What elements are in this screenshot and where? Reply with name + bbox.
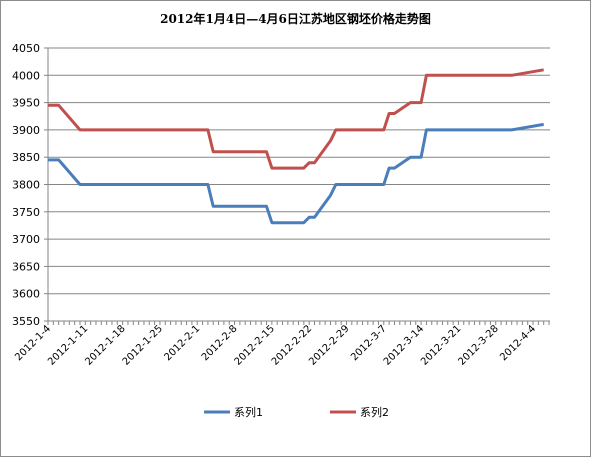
y-tick-label: 3900 (12, 124, 40, 137)
y-tick-label: 4000 (12, 69, 40, 82)
x-tick-label: 2012-3-28 (456, 323, 500, 367)
y-axis-ticks: 3550 3600 3650 3700 3750 3800 3850 3900 3950 4000… (12, 42, 40, 328)
x-tick-label: 2012-1-25 (121, 323, 165, 367)
y-tick-label: 3700 (12, 233, 40, 246)
chart-title: 2012年1月4日—4月6日江苏地区钢坯价格走势图 (160, 12, 431, 26)
y-tick-label: 3750 (12, 206, 40, 219)
legend-label-1: 系列1 (234, 405, 263, 419)
x-axis-ticks: 2012-1-42012-1-112012-1-182012-1-252012-… (13, 323, 538, 367)
x-tick-label: 2012-4-4 (498, 323, 538, 363)
y-tick-label: 4050 (12, 42, 40, 55)
y-tick-label: 3800 (12, 179, 40, 192)
y-tick-label: 3550 (12, 315, 40, 328)
x-tick-label: 2012-2-8 (200, 323, 240, 363)
y-tick-label: 3850 (12, 151, 40, 164)
y-tick-label: 3950 (12, 97, 40, 110)
series-line-2 (48, 68, 544, 170)
x-tick-label: 2012-1-4 (13, 323, 53, 363)
y-tick-label: 3650 (12, 260, 40, 273)
series-line-1 (48, 122, 544, 225)
y-tick-label: 3600 (12, 288, 40, 301)
legend-label-2: 系列2 (360, 405, 389, 419)
x-tick-label: 2012-2-1 (162, 323, 202, 363)
series-lines (48, 68, 544, 225)
x-tick-label: 2012-3-7 (349, 323, 389, 363)
axes (44, 47, 550, 325)
legend: 系列1 系列2 (204, 405, 389, 419)
x-tick-label: 2012-2-29 (307, 323, 351, 367)
